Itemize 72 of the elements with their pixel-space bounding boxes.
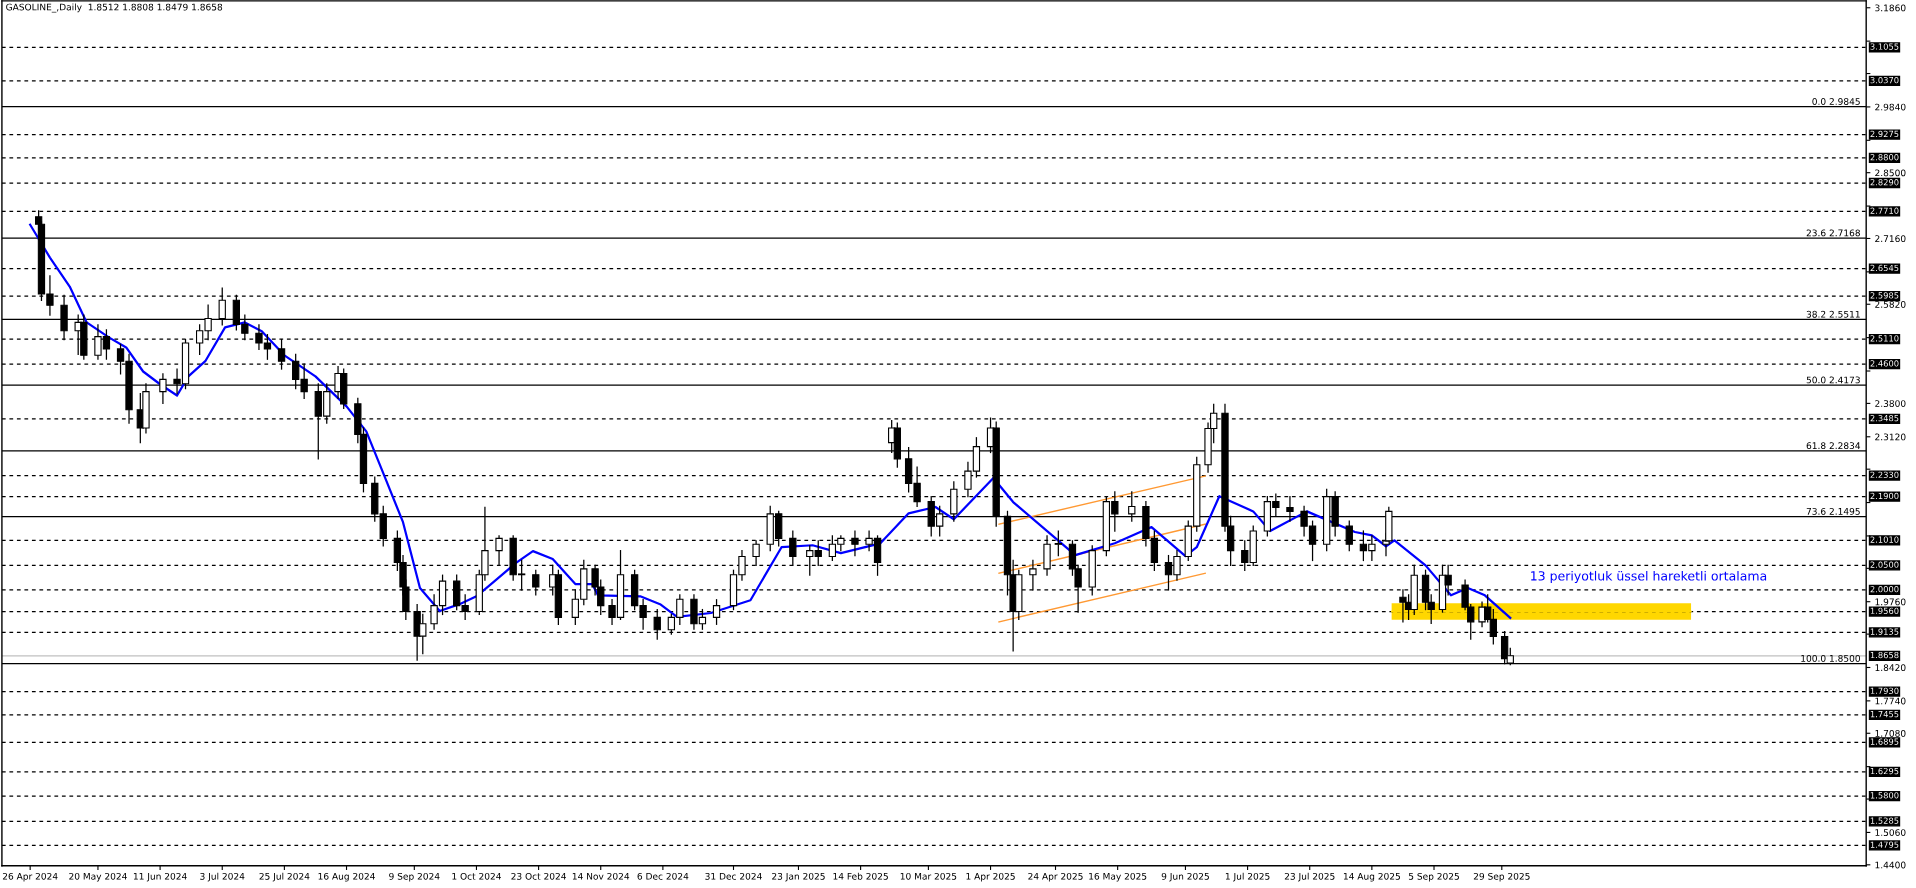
x-tick-label: 3 Jul 2024 bbox=[200, 872, 245, 882]
ref-line-label: 2.1900 bbox=[1870, 492, 1899, 500]
ref-line-label: 38.2 2.5511 bbox=[1806, 310, 1860, 318]
ref-line-label: 2.2330 bbox=[1870, 471, 1899, 478]
ref-line-label: 2.7710 bbox=[1870, 207, 1899, 214]
ref-line-label: 2.5985 bbox=[1870, 292, 1899, 299]
ref-line-label: 61.8 2.2834 bbox=[1806, 442, 1861, 450]
x-tick-label: 6 Dec 2024 bbox=[637, 872, 689, 880]
x-tick-label: 26 Apr 2024 bbox=[2, 872, 58, 882]
y-tick-label: 2.7160 bbox=[1875, 235, 1906, 243]
text: 13 periyotluk üssel hareketli ortalama bbox=[1531, 570, 1767, 584]
ref-line-label: 1.9560 bbox=[1870, 607, 1899, 614]
y-tick-label: 1.8420 bbox=[1875, 664, 1906, 672]
chart-title: GASOLINE_,Daily 1.8512 1.8808 1.8479 1.8658 bbox=[6, 3, 223, 13]
ref-line-label: 23.6 2.7168 bbox=[1806, 229, 1860, 237]
x-tick-label: 5 Sep 2025 bbox=[1408, 872, 1459, 882]
ref-line-label: 2.9275 bbox=[1870, 130, 1899, 138]
ref-line-label: 1.4795 bbox=[1870, 841, 1899, 848]
ref-line-label: 3.0370 bbox=[1870, 77, 1899, 84]
ref-line-label: 1.5800 bbox=[1870, 792, 1899, 799]
x-tick-label: 9 Jun 2025 bbox=[1161, 872, 1209, 882]
x-tick-label: 14 Nov 2024 bbox=[572, 872, 630, 880]
x-tick-label: 14 Aug 2025 bbox=[1343, 872, 1400, 882]
ref-line-label: 73.6 2.1495 bbox=[1806, 507, 1860, 515]
x-tick-label: 1 Oct 2024 bbox=[452, 872, 501, 880]
x-tick-label: 9 Sep 2024 bbox=[389, 872, 440, 882]
x-tick-label: 24 Apr 2025 bbox=[1028, 872, 1083, 882]
y-tick-label: 1.7080 bbox=[1875, 729, 1906, 737]
ref-line-label: 100.0 1.8500 bbox=[1801, 654, 1860, 662]
x-tick-label: 16 May 2025 bbox=[1089, 872, 1147, 882]
ref-line-label: 2.4600 bbox=[1870, 360, 1899, 367]
ref-line-label: 1.7930 bbox=[1870, 687, 1899, 694]
x-tick-label: 10 Mar 2025 bbox=[900, 872, 957, 880]
ref-line-label: 2.1010 bbox=[1870, 536, 1899, 543]
y-tick-label: 2.9840 bbox=[1875, 103, 1906, 111]
x-tick-label: 23 Jul 2025 bbox=[1284, 872, 1335, 882]
ref-line-label: 1.8658 bbox=[1870, 651, 1899, 659]
ref-line-label: 50.0 2.4173 bbox=[1806, 376, 1860, 384]
y-tick-label: 2.5820 bbox=[1875, 300, 1906, 308]
x-tick-label: 16 Aug 2024 bbox=[318, 872, 375, 882]
ref-line-label: 0.0 2.9845 bbox=[1812, 98, 1860, 105]
x-tick-label: 29 Sep 2025 bbox=[1473, 872, 1530, 882]
x-tick-label: 25 Jul 2024 bbox=[259, 872, 310, 882]
ref-line-label: 2.0000 bbox=[1870, 586, 1899, 593]
y-tick-label: 2.3800 bbox=[1875, 400, 1906, 407]
y-tick-label: 1.4400 bbox=[1875, 861, 1906, 869]
ref-line-label: 1.9135 bbox=[1870, 628, 1899, 635]
ref-line-label: 2.0500 bbox=[1870, 561, 1899, 568]
ref-line-label: 2.6545 bbox=[1870, 264, 1899, 272]
x-tick-label: 14 Feb 2025 bbox=[833, 872, 888, 880]
ref-line-label: 3.1055 bbox=[1870, 43, 1899, 50]
ref-line-label: 1.7455 bbox=[1870, 711, 1899, 718]
y-tick-label: 1.5060 bbox=[1875, 829, 1906, 836]
y-tick-label: 3.1860 bbox=[1875, 4, 1906, 12]
x-tick-label: 23 Jan 2025 bbox=[772, 872, 825, 882]
ref-line-label: 1.6295 bbox=[1870, 767, 1899, 775]
y-tick-label: 1.9760 bbox=[1875, 598, 1906, 606]
x-tick-label: 23 Oct 2024 bbox=[511, 872, 566, 880]
x-tick-label: 1 Apr 2025 bbox=[966, 872, 1015, 882]
y-tick-label: 1.7740 bbox=[1875, 697, 1906, 705]
x-tick-label: 20 May 2024 bbox=[69, 872, 127, 882]
y-tick-label: 2.8500 bbox=[1875, 169, 1906, 177]
ref-line-label: 2.5110 bbox=[1870, 335, 1899, 342]
ref-line-label: 1.6895 bbox=[1870, 738, 1899, 745]
x-tick-label: 31 Dec 2024 bbox=[705, 872, 762, 880]
x-tick-label: 11 Jun 2024 bbox=[133, 872, 187, 882]
y-tick-label: 2.3120 bbox=[1875, 433, 1906, 441]
ref-line-label: 2.3485 bbox=[1870, 414, 1899, 422]
ref-line-label: 2.8800 bbox=[1870, 154, 1899, 161]
ref-line-label: 1.5285 bbox=[1870, 817, 1899, 824]
x-tick-label: 1 Jul 2025 bbox=[1225, 872, 1270, 882]
ref-line-label: 2.8290 bbox=[1870, 179, 1899, 186]
